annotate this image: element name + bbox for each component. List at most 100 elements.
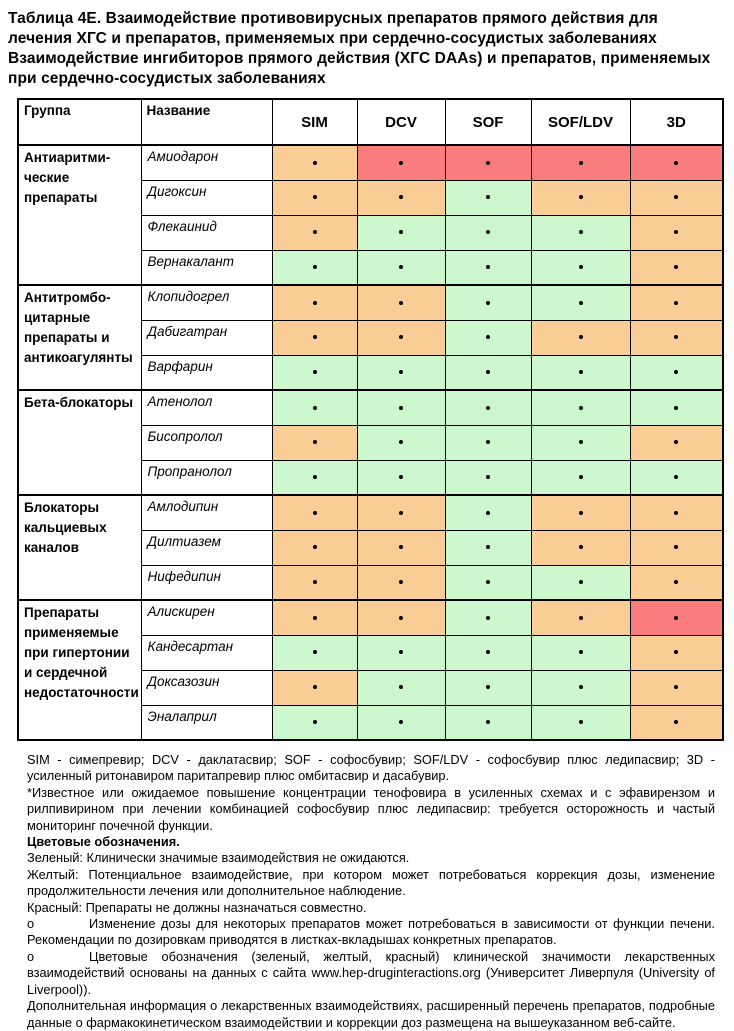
interaction-cell-g bbox=[271, 634, 358, 671]
interaction-dot bbox=[399, 335, 403, 340]
interaction-cell-y bbox=[271, 214, 358, 251]
interaction-dot bbox=[399, 475, 403, 480]
interaction-cell-g bbox=[629, 389, 724, 426]
interaction-cell-y bbox=[629, 704, 724, 741]
interaction-dot bbox=[399, 510, 403, 515]
interaction-cell-y bbox=[271, 319, 358, 356]
interaction-dot bbox=[486, 580, 490, 585]
interaction-cell-y bbox=[356, 284, 446, 321]
interaction-dot bbox=[578, 650, 583, 655]
drug-name-cell: Атенолол bbox=[140, 389, 273, 426]
interaction-cell-g bbox=[444, 249, 532, 286]
footnote: о Цветовые обозначения (зеленый, желтый, … bbox=[27, 949, 715, 998]
drug-name-cell: Пропранолол bbox=[140, 459, 273, 496]
interaction-cell-g bbox=[530, 389, 631, 426]
col-header-3d: 3D bbox=[629, 98, 724, 146]
interaction-dot bbox=[312, 545, 317, 550]
interaction-dot bbox=[399, 230, 403, 235]
interaction-cell-g bbox=[444, 424, 532, 461]
footnote: о Изменение дозы для некоторых препаратов… bbox=[27, 916, 715, 949]
interaction-cell-y bbox=[629, 634, 724, 671]
table-row: Бисопролол bbox=[18, 424, 724, 461]
table-row: Нифедипин bbox=[18, 564, 724, 601]
interaction-cell-y bbox=[629, 284, 724, 321]
interaction-cell-g bbox=[530, 284, 631, 321]
interaction-dot bbox=[399, 300, 403, 305]
interaction-dot bbox=[312, 440, 317, 445]
interaction-dot bbox=[674, 475, 679, 480]
interaction-dot bbox=[486, 440, 490, 445]
interaction-cell-g bbox=[356, 669, 446, 706]
drug-name-cell: Амиодарон bbox=[140, 144, 273, 181]
interaction-dot bbox=[399, 370, 403, 375]
interaction-cell-y bbox=[629, 319, 724, 356]
footnote-text: Изменение дозы для некоторых препаратов … bbox=[27, 916, 715, 948]
interaction-cell-y bbox=[629, 424, 724, 461]
interaction-dot bbox=[312, 335, 317, 340]
interaction-dot bbox=[486, 475, 490, 480]
interaction-cell-y bbox=[530, 529, 631, 566]
interaction-dot bbox=[578, 685, 583, 690]
interaction-cell-r bbox=[530, 144, 631, 181]
interaction-cell-g bbox=[271, 354, 358, 391]
interaction-dot bbox=[578, 335, 583, 340]
interaction-cell-g bbox=[271, 459, 358, 496]
interaction-dot bbox=[486, 300, 490, 305]
col-header-sof: SOF bbox=[444, 98, 532, 146]
interaction-dot bbox=[578, 265, 583, 270]
drug-name-cell: Дабигатран bbox=[140, 319, 273, 356]
interaction-cell-g bbox=[444, 494, 532, 531]
interaction-cell-y bbox=[271, 424, 358, 461]
interaction-dot bbox=[578, 545, 583, 550]
interaction-cell-g bbox=[271, 389, 358, 426]
interaction-cell-y bbox=[356, 529, 446, 566]
drug-name-cell: Клопидогрел bbox=[140, 284, 273, 321]
interaction-dot bbox=[312, 580, 317, 585]
interaction-dot bbox=[674, 265, 679, 270]
interaction-cell-g bbox=[356, 704, 446, 741]
interaction-dot bbox=[486, 370, 490, 375]
interaction-dot bbox=[578, 300, 583, 305]
interaction-cell-g bbox=[444, 634, 532, 671]
footnote-text: Цветовые обозначения (зеленый, желтый, к… bbox=[27, 948, 715, 997]
group-cell: Блокаторы кальциевых каналов bbox=[17, 494, 142, 601]
interaction-cell-y bbox=[271, 564, 358, 601]
interaction-dot bbox=[399, 405, 403, 410]
interaction-cell-r bbox=[356, 144, 446, 181]
interaction-dot bbox=[486, 545, 490, 550]
interaction-dot bbox=[674, 300, 679, 305]
interaction-dot bbox=[578, 615, 583, 620]
interaction-dot bbox=[486, 405, 490, 410]
table-subtitle-line: Взаимодействие ингибиторов прямого дейст… bbox=[8, 50, 711, 87]
interaction-dot bbox=[399, 685, 403, 690]
drug-name-cell: Алискирен bbox=[140, 599, 273, 636]
drug-name-cell: Нифедипин bbox=[140, 564, 273, 601]
drug-name-cell: Кандесартан bbox=[140, 634, 273, 671]
interaction-cell-y bbox=[356, 494, 446, 531]
interaction-dot bbox=[674, 195, 679, 200]
interaction-cell-g bbox=[356, 354, 446, 391]
interaction-dot bbox=[578, 195, 583, 200]
interaction-cell-g bbox=[530, 459, 631, 496]
interaction-dot bbox=[399, 545, 403, 550]
table-row: Доксазозин bbox=[18, 669, 724, 706]
interaction-dot bbox=[578, 370, 583, 375]
col-header-sofldv: SOF/LDV bbox=[530, 98, 631, 146]
interaction-cell-y bbox=[271, 669, 358, 706]
footnote: Красный: Препараты не должны назначаться… bbox=[27, 899, 367, 915]
interaction-cell-y bbox=[356, 319, 446, 356]
drug-name-cell: Вернакалант bbox=[140, 249, 273, 286]
table-row: Блокаторы кальциевых каналов Амлодипин bbox=[17, 494, 724, 601]
interaction-dot bbox=[674, 545, 679, 550]
interaction-cell-g bbox=[530, 669, 631, 706]
interaction-dot bbox=[674, 615, 679, 620]
interaction-cell-g bbox=[530, 424, 631, 461]
group-cell: Препараты применяемые при гипертонии и с… bbox=[17, 599, 142, 741]
table-row: Вернакалант bbox=[18, 249, 724, 286]
interaction-dot bbox=[312, 230, 317, 235]
table-row: Варфарин bbox=[18, 354, 724, 391]
interaction-cell-g bbox=[356, 249, 446, 286]
interaction-dot bbox=[312, 685, 317, 690]
interaction-dot bbox=[674, 580, 679, 585]
interaction-cell-y bbox=[271, 179, 358, 216]
